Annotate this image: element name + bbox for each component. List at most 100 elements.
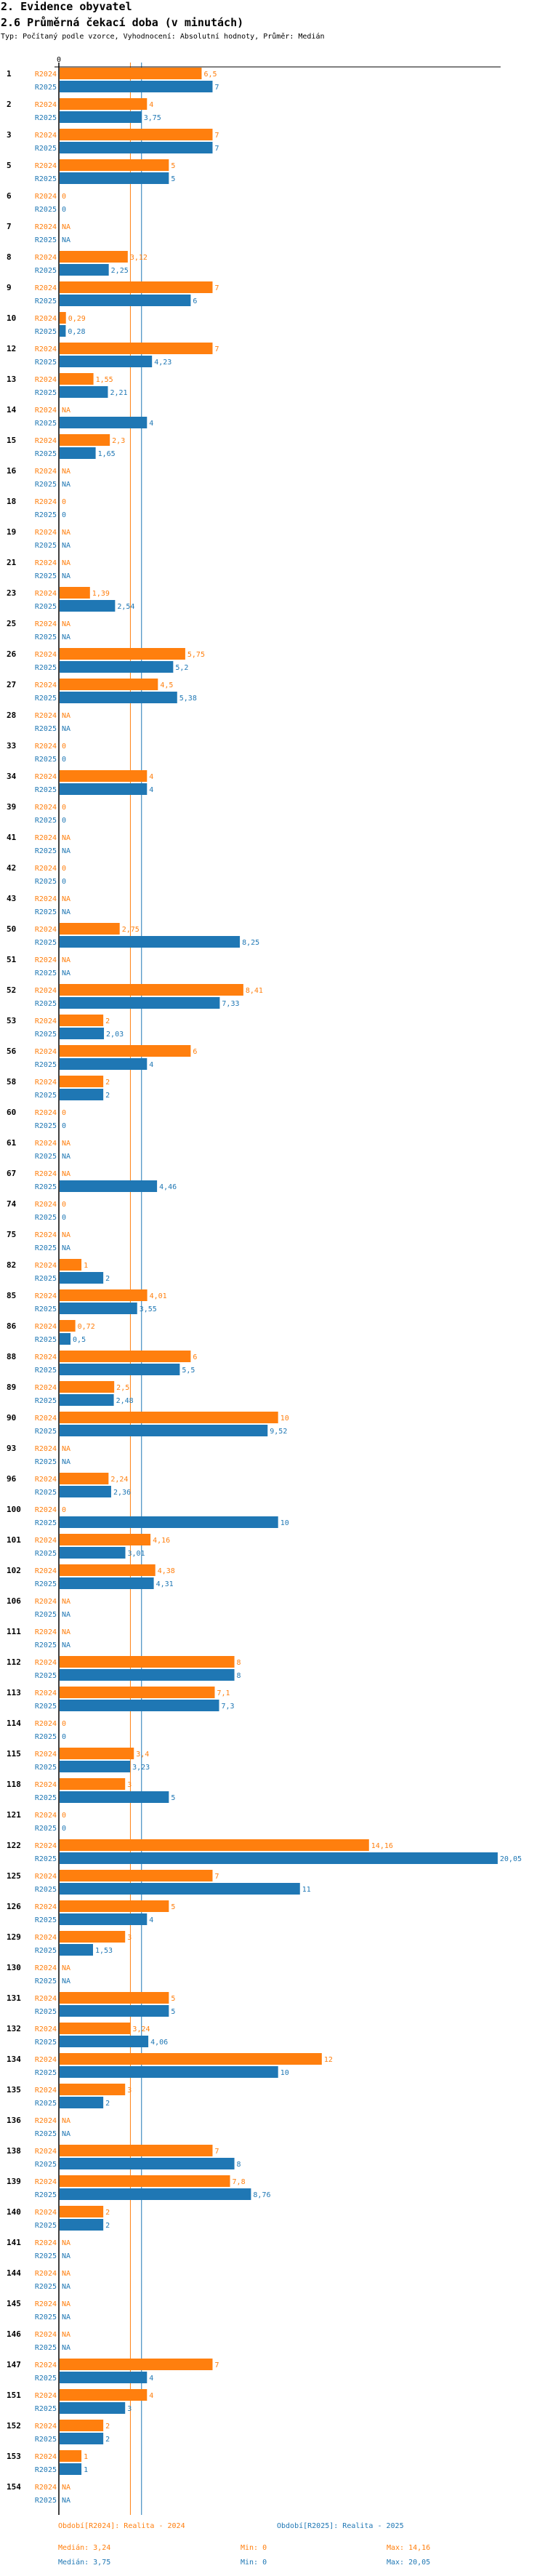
- bar-r2025: [60, 2036, 149, 2047]
- bar-r2025: [60, 1944, 94, 1956]
- bar-r2025: [60, 1516, 278, 1528]
- series-label: R2025: [35, 817, 57, 825]
- legend-r2024-period: Období[R2024]: Realita - 2024: [58, 2522, 185, 2530]
- category-label: 23: [7, 588, 16, 598]
- series-label: R2024: [35, 437, 57, 445]
- series-label: R2025: [35, 756, 57, 764]
- bar-r2025: [60, 661, 174, 673]
- series-label: R2025: [35, 969, 57, 977]
- series-label: R2025: [35, 2405, 57, 2413]
- category-label: 112: [7, 1657, 21, 1667]
- bar-r2024: [60, 1656, 235, 1668]
- series-label: R2025: [35, 1703, 57, 1711]
- category-label: 89: [7, 1383, 16, 1392]
- bar-r2024: [60, 1778, 126, 1790]
- series-label: R2024: [35, 315, 57, 323]
- value-label: 0: [62, 1733, 66, 1741]
- bar-r2024: [60, 281, 213, 293]
- series-label: R2025: [35, 481, 57, 489]
- series-label: R2025: [35, 1305, 57, 1313]
- series-label: R2024: [35, 743, 57, 751]
- value-label: 11: [302, 1886, 311, 1894]
- series-label: R2024: [35, 1170, 57, 1178]
- series-label: R2025: [35, 1397, 57, 1405]
- series-label: R2025: [35, 1855, 57, 1863]
- category-label: 135: [7, 2085, 21, 2095]
- bar-r2025: [60, 692, 177, 703]
- value-label: NA: [62, 1611, 70, 1619]
- series-label: R2025: [35, 145, 57, 153]
- series-label: R2024: [35, 1781, 57, 1789]
- series-label: R2025: [35, 1367, 57, 1375]
- category-label: 58: [7, 1077, 16, 1087]
- bar-r2024: [60, 312, 66, 324]
- value-label: 1: [84, 2466, 88, 2474]
- bar-r2025: [60, 2372, 148, 2383]
- series-label: R2024: [35, 804, 57, 812]
- series-label: R2025: [35, 1733, 57, 1741]
- value-label: 0: [62, 804, 66, 812]
- category-label: 106: [7, 1596, 21, 1606]
- series-label: R2025: [35, 1458, 57, 1466]
- bar-r2025: [60, 2188, 251, 2200]
- bar-r2024: [60, 1839, 369, 1851]
- legend-r2025-median: Medián: 3,75: [58, 2559, 111, 2567]
- series-label: R2024: [35, 1659, 57, 1667]
- bar-r2025: [60, 417, 148, 428]
- bar-r2024: [60, 1045, 191, 1057]
- series-label: R2024: [35, 498, 57, 506]
- category-label: 122: [7, 1841, 21, 1850]
- series-label: R2024: [35, 987, 57, 995]
- value-label: 2: [105, 2423, 110, 2431]
- bar-r2024: [60, 1564, 156, 1576]
- series-label: R2024: [35, 1017, 57, 1025]
- value-label: 4: [149, 2392, 153, 2400]
- value-label: 8,76: [253, 2191, 270, 2199]
- value-label: 4,01: [150, 1292, 167, 1300]
- bar-r2025: [60, 600, 116, 612]
- bar-r2024: [60, 251, 128, 263]
- series-label: R2024: [35, 1476, 57, 1484]
- series-label: R2025: [35, 1153, 57, 1161]
- value-label: 5: [171, 1903, 175, 1911]
- value-label: 7: [214, 345, 219, 353]
- value-label: NA: [62, 2252, 70, 2260]
- series-label: R2025: [35, 84, 57, 92]
- value-label: 3: [127, 2087, 132, 2095]
- value-label: 4: [149, 101, 153, 109]
- value-label: 3,24: [132, 2025, 150, 2033]
- series-label: R2025: [35, 1825, 57, 1833]
- value-label: NA: [62, 847, 70, 855]
- bar-r2025: [60, 2097, 104, 2108]
- bar-r2025: [60, 2402, 126, 2414]
- bar-r2025: [60, 111, 142, 123]
- category-label: 15: [7, 436, 16, 445]
- series-label: R2024: [35, 1689, 57, 1697]
- value-label: NA: [62, 2283, 70, 2291]
- value-label: 6: [193, 297, 197, 305]
- category-label: 145: [7, 2299, 21, 2308]
- value-label: NA: [62, 956, 70, 964]
- series-label: R2025: [35, 420, 57, 428]
- value-label: 3,55: [140, 1305, 157, 1313]
- series-label: R2024: [35, 1628, 57, 1636]
- category-label: 101: [7, 1535, 21, 1545]
- legend-r2025-min: Min: 0: [241, 2559, 267, 2567]
- value-label: 0: [62, 1109, 66, 1117]
- series-label: R2024: [35, 1353, 57, 1361]
- value-label: 2,48: [116, 1397, 134, 1405]
- category-label: 100: [7, 1505, 21, 1514]
- series-label: R2025: [35, 1794, 57, 1802]
- series-label: R2025: [35, 2436, 57, 2444]
- bar-r2025: [60, 1394, 114, 1406]
- value-label: 5: [171, 175, 175, 183]
- series-label: R2025: [35, 1886, 57, 1894]
- value-label: 1,65: [98, 450, 116, 458]
- value-label: NA: [62, 2270, 70, 2278]
- category-label: 33: [7, 741, 16, 751]
- value-label: NA: [62, 834, 70, 842]
- series-label: R2025: [35, 1611, 57, 1619]
- category-label: 146: [7, 2329, 21, 2339]
- value-label: 2,75: [122, 926, 140, 934]
- value-label: NA: [62, 1140, 70, 1148]
